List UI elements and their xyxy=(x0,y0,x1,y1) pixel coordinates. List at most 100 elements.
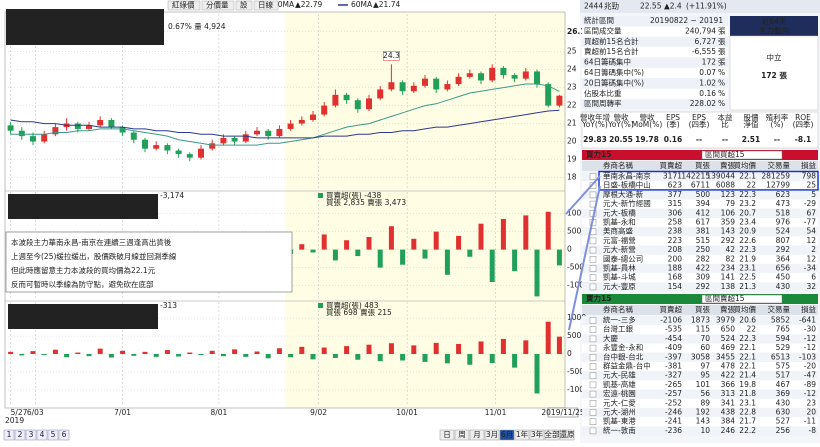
period-button[interactable] xyxy=(499,429,515,441)
page-button[interactable] xyxy=(36,429,48,441)
period-button[interactable] xyxy=(544,429,560,441)
period-button[interactable] xyxy=(514,429,530,441)
page-button[interactable] xyxy=(14,429,26,441)
cell-value: 22.6 xyxy=(739,236,756,245)
broker-name: 元大-新營 xyxy=(603,244,636,254)
cell-value: -12 xyxy=(804,389,816,398)
cell-value: 12 xyxy=(806,254,816,263)
row-checkbox[interactable] xyxy=(589,390,597,398)
candle-body xyxy=(321,105,328,115)
column-header: 損益 xyxy=(801,160,816,170)
row-checkbox[interactable] xyxy=(589,173,597,180)
period-button[interactable] xyxy=(559,429,575,441)
y-tick-label: 500 xyxy=(567,331,582,340)
bar xyxy=(86,354,92,357)
cell-value: 623 xyxy=(776,190,791,199)
row-checkbox[interactable] xyxy=(589,400,597,407)
fund-header: ROE xyxy=(795,113,811,122)
candle-body xyxy=(86,125,92,129)
period-button[interactable] xyxy=(469,429,485,441)
bar xyxy=(556,249,562,266)
cell-value: -327 xyxy=(665,371,682,380)
period-label: 6月 xyxy=(501,430,513,439)
cell-value: 208 xyxy=(668,245,683,254)
cell-value: 12799 xyxy=(766,181,790,190)
cell-value: 22 xyxy=(746,325,756,334)
row-checkbox[interactable] xyxy=(589,326,597,333)
cell-value: 154 xyxy=(668,282,683,291)
row-checkbox[interactable] xyxy=(589,265,597,272)
row-checkbox[interactable] xyxy=(589,283,597,291)
cell-value: -89 xyxy=(804,380,816,389)
trend-box-header xyxy=(730,16,818,36)
period-button[interactable] xyxy=(439,429,455,441)
cell-value: 25 xyxy=(806,181,816,190)
row-checkbox[interactable] xyxy=(589,274,597,281)
tab[interactable] xyxy=(167,0,201,11)
bar xyxy=(265,354,271,359)
fund-value: -- xyxy=(696,135,702,144)
row-checkbox[interactable] xyxy=(589,418,597,425)
table-select[interactable] xyxy=(701,294,783,304)
table-row xyxy=(582,254,818,264)
page-button[interactable] xyxy=(58,429,70,441)
page-button[interactable] xyxy=(47,429,59,441)
table-row xyxy=(582,208,818,218)
period-button[interactable] xyxy=(484,429,500,441)
column-header: 賣張 xyxy=(720,304,735,314)
tab[interactable] xyxy=(201,0,235,11)
broker-name: 華南永昌-南京 xyxy=(603,171,651,181)
row-checkbox[interactable] xyxy=(589,354,597,361)
row-checkbox[interactable] xyxy=(589,246,597,254)
row-checkbox[interactable] xyxy=(589,335,597,343)
row-checkbox[interactable] xyxy=(589,191,597,199)
candle-body xyxy=(287,123,294,129)
ma-line xyxy=(10,109,560,139)
page-button[interactable] xyxy=(25,429,37,441)
bar xyxy=(388,343,394,354)
cell-value: 21.7 xyxy=(739,417,756,426)
table-row xyxy=(582,380,818,390)
row-checkbox[interactable] xyxy=(589,237,597,245)
period-button[interactable] xyxy=(529,429,545,441)
tab[interactable] xyxy=(235,0,253,11)
y-tick-label: -500 xyxy=(567,367,584,376)
period-button[interactable] xyxy=(454,429,470,441)
stats-unit: 張 xyxy=(718,47,726,56)
callout-arrow xyxy=(568,185,601,331)
cell-value: 623 xyxy=(668,181,683,190)
cell-value: 23.4 xyxy=(739,218,756,227)
column-header: 券商名稱 xyxy=(603,160,633,170)
row-checkbox[interactable] xyxy=(589,427,597,435)
bar xyxy=(131,354,137,356)
row-checkbox[interactable] xyxy=(589,344,597,352)
column-header: 買賣超 xyxy=(660,304,683,314)
bar xyxy=(254,351,260,354)
row-checkbox[interactable] xyxy=(589,381,597,389)
cell-value: -397 xyxy=(665,352,682,361)
cell-value: 22.1 xyxy=(739,172,756,181)
bar xyxy=(276,348,282,354)
x-tick-label: 9/02 xyxy=(310,408,327,417)
row-checkbox[interactable] xyxy=(589,256,597,263)
fund-header: 比 xyxy=(721,119,729,129)
cell-value: 517 xyxy=(776,371,791,380)
bar xyxy=(366,237,372,250)
stats-value: 20190822 ~ 20191 xyxy=(650,16,723,25)
page-button[interactable] xyxy=(3,429,15,441)
table-select[interactable] xyxy=(701,150,783,160)
row-checkbox[interactable] xyxy=(589,317,597,324)
cell-value: 394 xyxy=(696,199,711,208)
cell-value: 422 xyxy=(696,264,711,273)
tab[interactable] xyxy=(253,0,279,11)
candle-body xyxy=(41,134,48,142)
row-checkbox[interactable] xyxy=(589,363,597,370)
annotation: 24.3 xyxy=(383,51,400,60)
fund-header: YoY(%) xyxy=(581,120,608,129)
row-checkbox[interactable] xyxy=(589,409,597,416)
cell-value: 246 xyxy=(721,426,736,435)
row-checkbox[interactable] xyxy=(589,372,597,379)
table-row xyxy=(582,227,818,237)
cell-value: 97 xyxy=(700,362,710,371)
broker-name: 元富-福營 xyxy=(603,235,636,245)
